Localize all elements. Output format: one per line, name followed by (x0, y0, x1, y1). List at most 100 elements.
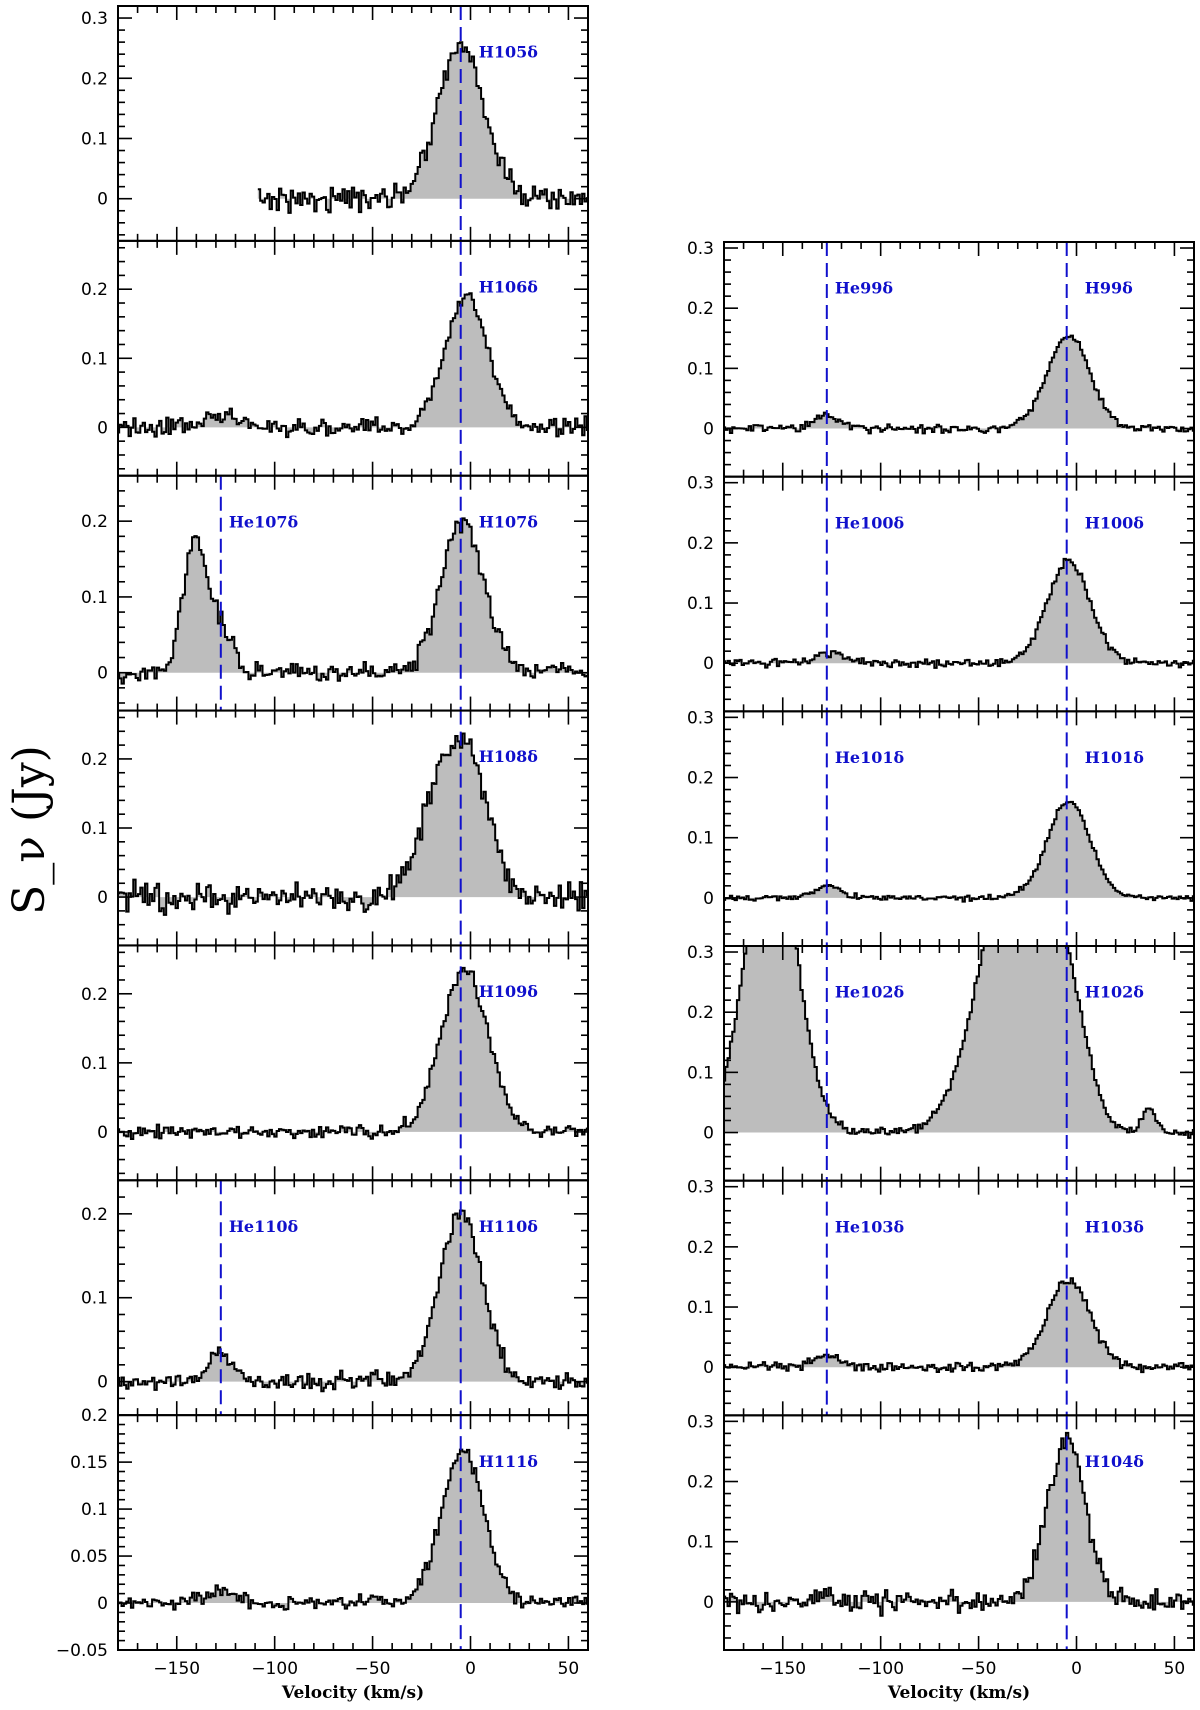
panel-frame (723, 1179, 1195, 1417)
y-tick-label: 0 (97, 418, 108, 438)
spectrum-line (118, 292, 588, 439)
h-line-label: H100δ (1085, 513, 1145, 532)
spectrum-fill (118, 293, 588, 438)
spectrum-fill (724, 946, 1194, 1138)
y-tick-label: 0 (703, 1124, 714, 1144)
y-tick-label: 0.05 (70, 1547, 108, 1567)
y-tick-label: 0.1 (81, 1500, 108, 1520)
h-line-label: H111δ (479, 1452, 539, 1471)
panel-H101δ: He101δ H101δ 0 0.1 0.2 0.3 (687, 708, 1195, 947)
panel-plot-area (118, 945, 588, 1181)
y-tick-label: 0.3 (687, 1412, 714, 1432)
x-tick-label: −50 (355, 1659, 391, 1679)
he-line-label: He102δ (835, 983, 905, 1002)
y-tick-label: 0 (97, 664, 108, 684)
y-tick-label: 0.2 (81, 512, 108, 532)
y-tick-label: 0.1 (687, 1063, 714, 1083)
h-line-label: H106δ (479, 278, 539, 297)
panel-plot-area (724, 1415, 1194, 1650)
x-tick-label: −50 (961, 1659, 997, 1679)
he-line-label: He100δ (835, 513, 905, 532)
panel-frame (723, 241, 1195, 478)
panel-plot-area (118, 1180, 588, 1416)
he-line-label: He99δ (835, 279, 894, 298)
y-tick-label: 0.2 (81, 985, 108, 1005)
y-tick-label: 0.2 (687, 534, 714, 554)
spectrum-line (724, 800, 1194, 903)
spectrum-fill (724, 558, 1194, 668)
y-tick-label: 0.1 (81, 819, 108, 839)
panel-frame (117, 5, 589, 242)
x-tick-label: −100 (857, 1659, 904, 1679)
panel-frame (117, 1414, 589, 1651)
x-axis-label: Velocity (km/s) (887, 1683, 1030, 1703)
y-tick-label: 0 (703, 654, 714, 674)
panel-H109δ: H109δ 0 0.1 0.2 (81, 944, 589, 1182)
panel-H111δ: H111δ −0.05 0 0.05 0.1 0.15 0.2 −150 −100 −50 0 50 V… (56, 1406, 589, 1703)
he-line-label: He110δ (229, 1217, 299, 1236)
y-tick-label: 0.3 (687, 474, 714, 494)
x-tick-label: −150 (153, 1659, 200, 1679)
panels: H105δ 0 0.1 0.2 0.3 H106δ 0 0.1 0.2 He107δ H107δ 0 0… (56, 5, 1195, 1703)
x-tick-label: −100 (251, 1659, 298, 1679)
y-tick-label: 0 (703, 1593, 714, 1613)
y-tick-label: 0.1 (81, 588, 108, 608)
panel-plot-area (724, 476, 1194, 712)
panel-plot-area (118, 1415, 588, 1650)
y-tick-label: 0 (703, 420, 714, 440)
spectrum-fill (257, 42, 588, 213)
y-tick-label: 0 (703, 889, 714, 909)
y-tick-label: 0 (97, 190, 108, 210)
spectrum-line (257, 41, 588, 214)
y-tick-label: 0.1 (81, 1054, 108, 1074)
panel-H110δ: He110δ H110δ 0 0.1 0.2 (81, 1179, 589, 1417)
y-tick-label: 0.2 (687, 1473, 714, 1493)
panel-H106δ: H106δ 0 0.1 0.2 (81, 239, 589, 477)
y-tick-label: 0.3 (687, 943, 714, 963)
spectrum-line (118, 517, 588, 685)
panel-H104δ: H104δ 0 0.1 0.2 0.3 −150 −100 −50 0 50 Velocity (k… (687, 1412, 1195, 1703)
y-tick-label: 0.3 (687, 1178, 714, 1198)
panel-frame (117, 709, 589, 947)
y-tick-label: 0.1 (81, 129, 108, 149)
he-line-label: He103δ (835, 1217, 905, 1236)
h-line-label: H109δ (479, 982, 539, 1001)
spectrum-line (724, 946, 1194, 1139)
spectrum-fill (724, 801, 1194, 902)
panel-H105δ: H105δ 0 0.1 0.2 0.3 (81, 5, 589, 242)
spectrum-fill (118, 967, 588, 1139)
y-tick-label: 0.2 (687, 1238, 714, 1258)
h-line-label: H102δ (1085, 983, 1145, 1002)
y-axis-label: S_ν (Jy) (4, 745, 55, 915)
panel-frame (723, 1414, 1195, 1652)
spectrum-line (724, 557, 1194, 669)
panel-H99δ: He99δ H99δ 0 0.1 0.2 0.3 (687, 239, 1195, 478)
h-line-label: H101δ (1085, 748, 1145, 767)
y-tick-label: 0 (97, 1123, 108, 1143)
panel-plot-area (724, 946, 1194, 1181)
spectrum-line (118, 1448, 588, 1611)
spectrum-line (118, 966, 588, 1140)
y-tick-label: 0.1 (81, 1289, 108, 1309)
x-tick-label: −150 (759, 1659, 806, 1679)
h-line-label: H110δ (479, 1217, 539, 1236)
panel-H100δ: He100δ H100δ 0 0.1 0.2 0.3 (687, 474, 1195, 713)
x-tick-label: 0 (1071, 1659, 1082, 1679)
x-axis-label: Velocity (km/s) (281, 1683, 424, 1703)
panel-plot-area (724, 1180, 1194, 1416)
he-line-label: He107δ (229, 512, 299, 531)
y-tick-label: 0.2 (81, 1406, 108, 1426)
x-tick-label: 50 (1164, 1659, 1186, 1679)
y-tick-label: 0.1 (687, 359, 714, 379)
h-line-label: H103δ (1085, 1217, 1145, 1236)
y-tick-label: 0.3 (81, 9, 108, 29)
h-line-label: H104δ (1085, 1452, 1145, 1471)
y-tick-label: 0.1 (687, 1298, 714, 1318)
h-line-label: H105δ (479, 43, 539, 62)
spectrum-line (724, 334, 1194, 435)
panel-H102δ: He102δ H102δ 0 0.1 0.2 0.3 (687, 943, 1195, 1182)
spectrum-fill (724, 1278, 1194, 1373)
y-tick-label: 0.2 (81, 69, 108, 89)
spectrum-fill (118, 1210, 588, 1392)
spectrum-line (724, 1277, 1194, 1374)
